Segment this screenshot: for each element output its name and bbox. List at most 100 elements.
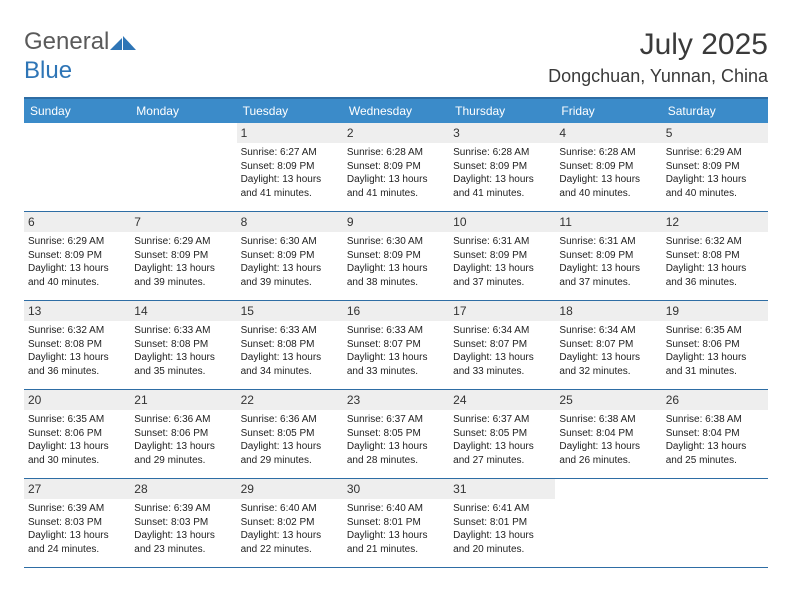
sunset-text: Sunset: 8:07 PM xyxy=(559,338,657,352)
daylight-text: Daylight: 13 hours and 41 minutes. xyxy=(241,173,339,200)
day-cell: 24Sunrise: 6:37 AMSunset: 8:05 PMDayligh… xyxy=(449,390,555,478)
daylight-text: Daylight: 13 hours and 41 minutes. xyxy=(347,173,445,200)
title-block: July 2025 Dongchuan, Yunnan, China xyxy=(548,28,768,87)
day-cell: 19Sunrise: 6:35 AMSunset: 8:06 PMDayligh… xyxy=(662,301,768,389)
weekday-sat: Saturday xyxy=(662,99,768,123)
sunset-text: Sunset: 8:09 PM xyxy=(28,249,126,263)
location: Dongchuan, Yunnan, China xyxy=(548,66,768,87)
day-number: 5 xyxy=(662,123,768,143)
sunrise-text: Sunrise: 6:36 AM xyxy=(241,413,339,427)
sunrise-text: Sunrise: 6:30 AM xyxy=(241,235,339,249)
daylight-text: Daylight: 13 hours and 40 minutes. xyxy=(666,173,764,200)
weekday-wed: Wednesday xyxy=(343,99,449,123)
sunrise-text: Sunrise: 6:34 AM xyxy=(559,324,657,338)
weekday-tue: Tuesday xyxy=(237,99,343,123)
sunset-text: Sunset: 8:03 PM xyxy=(28,516,126,530)
day-cell: 22Sunrise: 6:36 AMSunset: 8:05 PMDayligh… xyxy=(237,390,343,478)
day-cell: 30Sunrise: 6:40 AMSunset: 8:01 PMDayligh… xyxy=(343,479,449,567)
sunset-text: Sunset: 8:09 PM xyxy=(347,160,445,174)
weekday-mon: Monday xyxy=(130,99,236,123)
sunrise-text: Sunrise: 6:36 AM xyxy=(134,413,232,427)
daylight-text: Daylight: 13 hours and 31 minutes. xyxy=(666,351,764,378)
day-number: 10 xyxy=(449,212,555,232)
day-cell: 17Sunrise: 6:34 AMSunset: 8:07 PMDayligh… xyxy=(449,301,555,389)
day-cell: 31Sunrise: 6:41 AMSunset: 8:01 PMDayligh… xyxy=(449,479,555,567)
sunset-text: Sunset: 8:09 PM xyxy=(241,249,339,263)
week-row: 27Sunrise: 6:39 AMSunset: 8:03 PMDayligh… xyxy=(24,479,768,568)
sunset-text: Sunset: 8:05 PM xyxy=(453,427,551,441)
day-cell: 13Sunrise: 6:32 AMSunset: 8:08 PMDayligh… xyxy=(24,301,130,389)
month-title: July 2025 xyxy=(548,28,768,62)
sunrise-text: Sunrise: 6:35 AM xyxy=(666,324,764,338)
sunrise-text: Sunrise: 6:39 AM xyxy=(28,502,126,516)
sunrise-text: Sunrise: 6:40 AM xyxy=(241,502,339,516)
weekday-sun: Sunday xyxy=(24,99,130,123)
sunset-text: Sunset: 8:09 PM xyxy=(134,249,232,263)
sunset-text: Sunset: 8:08 PM xyxy=(241,338,339,352)
day-number: 20 xyxy=(24,390,130,410)
weekday-fri: Friday xyxy=(555,99,661,123)
day-cell: 18Sunrise: 6:34 AMSunset: 8:07 PMDayligh… xyxy=(555,301,661,389)
sunrise-text: Sunrise: 6:39 AM xyxy=(134,502,232,516)
sunset-text: Sunset: 8:04 PM xyxy=(666,427,764,441)
day-number: 26 xyxy=(662,390,768,410)
sunset-text: Sunset: 8:06 PM xyxy=(28,427,126,441)
sunset-text: Sunset: 8:03 PM xyxy=(134,516,232,530)
weekday-header: Sunday Monday Tuesday Wednesday Thursday… xyxy=(24,99,768,123)
day-number xyxy=(24,123,130,143)
daylight-text: Daylight: 13 hours and 21 minutes. xyxy=(347,529,445,556)
sunrise-text: Sunrise: 6:29 AM xyxy=(28,235,126,249)
day-cell xyxy=(130,123,236,211)
day-number: 3 xyxy=(449,123,555,143)
logo-part1: General xyxy=(24,28,109,55)
sunset-text: Sunset: 8:01 PM xyxy=(453,516,551,530)
day-number xyxy=(130,123,236,143)
day-number: 25 xyxy=(555,390,661,410)
day-number: 21 xyxy=(130,390,236,410)
sunset-text: Sunset: 8:08 PM xyxy=(666,249,764,263)
day-cell: 1Sunrise: 6:27 AMSunset: 8:09 PMDaylight… xyxy=(237,123,343,211)
daylight-text: Daylight: 13 hours and 33 minutes. xyxy=(347,351,445,378)
daylight-text: Daylight: 13 hours and 33 minutes. xyxy=(453,351,551,378)
calendar: Sunday Monday Tuesday Wednesday Thursday… xyxy=(24,97,768,568)
sunrise-text: Sunrise: 6:31 AM xyxy=(559,235,657,249)
sunrise-text: Sunrise: 6:31 AM xyxy=(453,235,551,249)
sunrise-text: Sunrise: 6:38 AM xyxy=(559,413,657,427)
day-cell: 8 Sunrise: 6:30 AMSunset: 8:09 PMDaylight… xyxy=(237,212,343,300)
logo-part2: Blue xyxy=(24,57,72,84)
day-cell: 29 Sunrise: 6:40 AMSunset: 8:02 PMDayligh… xyxy=(237,479,343,567)
week-row: 13Sunrise: 6:32 AMSunset: 8:08 PMDayligh… xyxy=(24,301,768,390)
day-number: 31 xyxy=(449,479,555,499)
day-number: 30 xyxy=(343,479,449,499)
day-cell: 23Sunrise: 6:37 AMSunset: 8:05 PMDayligh… xyxy=(343,390,449,478)
daylight-text: Daylight: 13 hours and 38 minutes. xyxy=(347,262,445,289)
daylight-text: Daylight: 13 hours and 39 minutes. xyxy=(241,262,339,289)
day-number: 8 xyxy=(237,212,343,232)
day-cell xyxy=(24,123,130,211)
daylight-text: Daylight: 13 hours and 37 minutes. xyxy=(453,262,551,289)
day-number: 29 xyxy=(237,479,343,499)
daylight-text: Daylight: 13 hours and 22 minutes. xyxy=(241,529,339,556)
day-number: 22 xyxy=(237,390,343,410)
day-number: 15 xyxy=(237,301,343,321)
daylight-text: Daylight: 13 hours and 36 minutes. xyxy=(666,262,764,289)
sunset-text: Sunset: 8:02 PM xyxy=(241,516,339,530)
sunrise-text: Sunrise: 6:32 AM xyxy=(666,235,764,249)
sunset-text: Sunset: 8:08 PM xyxy=(28,338,126,352)
sunrise-text: Sunrise: 6:33 AM xyxy=(134,324,232,338)
daylight-text: Daylight: 13 hours and 26 minutes. xyxy=(559,440,657,467)
day-cell: 21Sunrise: 6:36 AMSunset: 8:06 PMDayligh… xyxy=(130,390,236,478)
sunrise-text: Sunrise: 6:38 AM xyxy=(666,413,764,427)
day-number: 9 xyxy=(343,212,449,232)
sunset-text: Sunset: 8:01 PM xyxy=(347,516,445,530)
day-cell: 25Sunrise: 6:38 AMSunset: 8:04 PMDayligh… xyxy=(555,390,661,478)
sunrise-text: Sunrise: 6:41 AM xyxy=(453,502,551,516)
week-row: 1Sunrise: 6:27 AMSunset: 8:09 PMDaylight… xyxy=(24,123,768,212)
daylight-text: Daylight: 13 hours and 29 minutes. xyxy=(134,440,232,467)
logo: GeneralBlue xyxy=(24,28,136,85)
day-cell: 27Sunrise: 6:39 AMSunset: 8:03 PMDayligh… xyxy=(24,479,130,567)
daylight-text: Daylight: 13 hours and 32 minutes. xyxy=(559,351,657,378)
daylight-text: Daylight: 13 hours and 40 minutes. xyxy=(28,262,126,289)
sunrise-text: Sunrise: 6:28 AM xyxy=(559,146,657,160)
day-number: 1 xyxy=(237,123,343,143)
